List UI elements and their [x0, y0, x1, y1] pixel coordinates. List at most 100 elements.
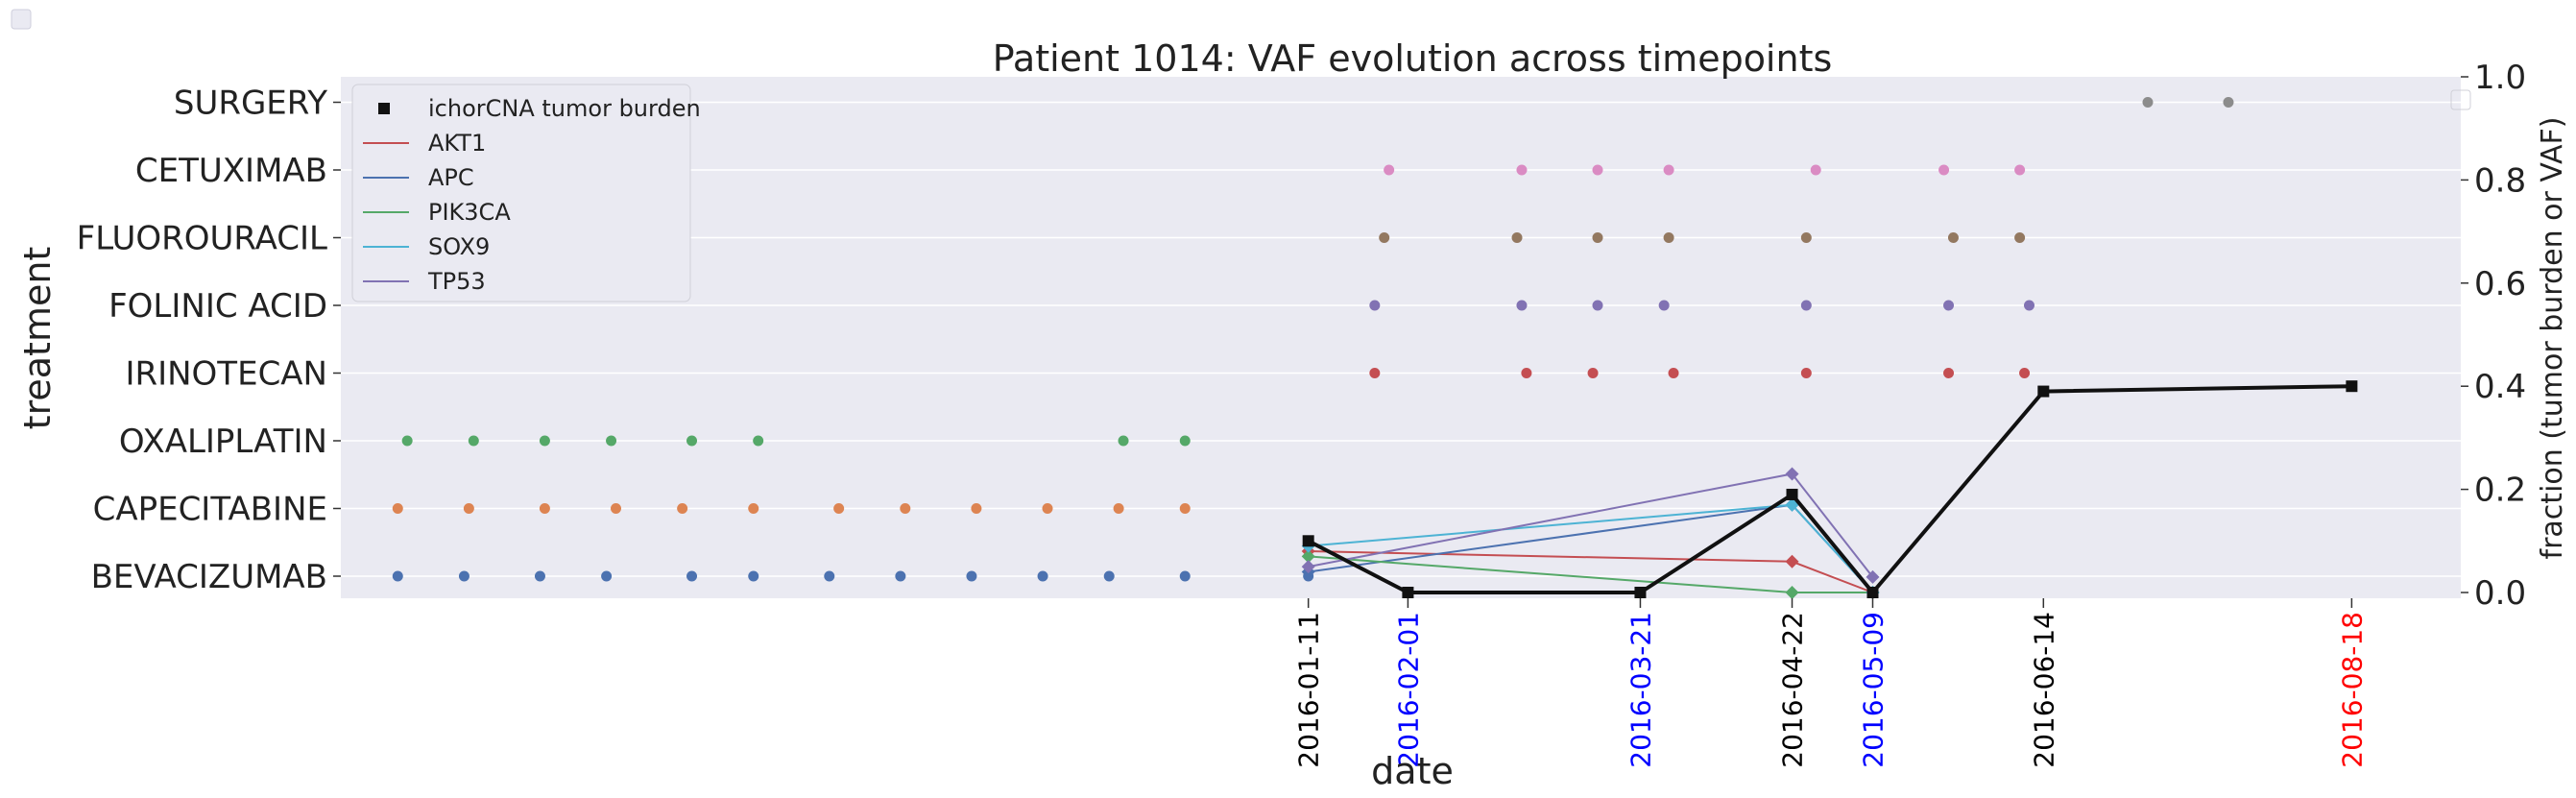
y-axis-label-right: fraction (tumor burden or VAF) [2536, 117, 2569, 560]
treatment-point-folinic-acid [1943, 300, 1955, 311]
treatment-point-fluorouracil [1663, 232, 1674, 243]
treatment-point-cetuximab [1938, 164, 1950, 176]
treatment-point-folinic-acid [2023, 300, 2034, 311]
y-tick-label-surgery: SURGERY [174, 85, 327, 123]
series-point-ichorcna-tumor-burden [1302, 535, 1314, 547]
treatment-point-cetuximab [1592, 164, 1603, 176]
treatment-point-folinic-acid [1592, 300, 1603, 311]
treatment-point-irinotecan [2019, 368, 2031, 378]
treatment-point-oxaliplatin [401, 435, 413, 447]
treatment-point-surgery [2223, 97, 2234, 108]
treatment-point-bevacizumab [1037, 570, 1048, 582]
treatment-point-bevacizumab [748, 570, 759, 582]
treatment-point-oxaliplatin [468, 435, 479, 447]
treatment-axis: BEVACIZUMAB CAPECITABINE OXALIPLATIN IRINOT… [77, 85, 341, 596]
fraction-axis: 0.0 0.2 0.4 0.6 0.8 1.0 [2461, 59, 2526, 613]
vaf-series [1301, 380, 2358, 599]
x-tick-label: 2016-05-09 [1857, 612, 1889, 768]
y-axis-label: treatment [16, 247, 59, 430]
series-point-ichorcna-tumor-burden [2037, 385, 2050, 398]
x-tick-label: 2016-04-22 [1777, 612, 1809, 768]
legend-label-apc: APC [428, 164, 474, 191]
treatment-point-capecitabine [610, 503, 621, 514]
treatment-point-capecitabine [463, 503, 474, 514]
treatment-point-irinotecan [1800, 368, 1812, 378]
legend-label-akt1: AKT1 [428, 130, 486, 157]
series-point-ichorcna-tumor-burden [2346, 380, 2358, 393]
treatment-point-oxaliplatin [1179, 435, 1191, 447]
x-axis-label: date [1371, 750, 1454, 792]
treatment-markers [392, 97, 2234, 582]
treatment-point-capecitabine [1113, 503, 1124, 514]
top-left-checkbox[interactable] [11, 9, 32, 30]
series-point-ichorcna-tumor-burden [1402, 587, 1414, 598]
series-point-tp53 [1866, 569, 1880, 584]
treatment-point-oxaliplatin [606, 435, 617, 447]
treatment-point-fluorouracil [1592, 232, 1603, 243]
series-point-ichorcna-tumor-burden [1786, 488, 1798, 500]
treatment-point-bevacizumab [686, 570, 698, 582]
treatment-point-oxaliplatin [539, 435, 550, 447]
treatment-point-capecitabine [677, 503, 688, 514]
series-point-akt1 [1785, 554, 1799, 568]
y-tick-label-oxaliplatin: OXALIPLATIN [119, 423, 327, 461]
treatment-point-cetuximab [1384, 164, 1395, 176]
y-tick-label-cetuximab: CETUXIMAB [135, 152, 327, 190]
treatment-point-bevacizumab [534, 570, 545, 582]
series-point-ichorcna-tumor-burden [1634, 587, 1647, 598]
empty-legend-box [2450, 89, 2471, 110]
legend-label-sox9: SOX9 [428, 233, 490, 260]
legend-marker-ichorcna-tumor-burden [378, 103, 390, 114]
x-tick-label: 2016-06-14 [2028, 612, 2059, 768]
right-tick-label: 0.2 [2474, 472, 2526, 510]
y-tick-label-irinotecan: IRINOTECAN [125, 355, 327, 394]
treatment-point-fluorouracil [1511, 232, 1523, 243]
series-point-ichorcna-tumor-burden [1866, 587, 1879, 598]
y-tick-label-folinic-acid: FOLINIC ACID [108, 287, 327, 326]
treatment-point-surgery [2142, 97, 2154, 108]
treatment-point-capecitabine [971, 503, 982, 514]
treatment-point-oxaliplatin [753, 435, 764, 447]
treatment-point-fluorouracil [1379, 232, 1390, 243]
treatment-point-folinic-acid [1516, 300, 1528, 311]
treatment-point-irinotecan [1587, 368, 1599, 378]
treatment-point-oxaliplatin [686, 435, 698, 447]
y-tick-label-fluorouracil: FLUOROURACIL [77, 220, 327, 258]
treatment-point-bevacizumab [1179, 570, 1191, 582]
treatment-point-cetuximab [1516, 164, 1528, 176]
treatment-point-folinic-acid [1369, 300, 1381, 311]
right-tick-label: 0.0 [2474, 574, 2526, 613]
x-tick-label: 2016-08-18 [2336, 612, 2368, 768]
treatment-point-capecitabine [392, 503, 403, 514]
legend: ichorCNA tumor burden AKT1 APC PIK3CA SOX9 TP… [351, 84, 701, 302]
treatment-point-capecitabine [748, 503, 759, 514]
y-tick-label-bevacizumab: BEVACIZUMAB [91, 558, 327, 596]
treatment-point-cetuximab [1663, 164, 1674, 176]
treatment-point-irinotecan [1943, 368, 1955, 378]
x-tick-label: 2016-01-11 [1293, 612, 1325, 768]
date-axis: 2016-01-11 2016-02-01 2016-03-21 2016-04-22… [1293, 598, 2368, 768]
treatment-point-bevacizumab [1103, 570, 1115, 582]
right-tick-label: 0.4 [2474, 368, 2526, 406]
treatment-point-folinic-acid [1658, 300, 1670, 311]
treatment-point-capecitabine [539, 503, 550, 514]
treatment-point-irinotecan [1369, 368, 1381, 378]
treatment-point-bevacizumab [601, 570, 613, 582]
legend-label-pik3ca: PIK3CA [428, 199, 511, 226]
treatment-point-cetuximab [1810, 164, 1821, 176]
series-point-pik3ca [1301, 549, 1315, 564]
treatment-point-fluorouracil [1800, 232, 1812, 243]
series-point-pik3ca [1785, 586, 1799, 599]
treatment-point-capecitabine [1179, 503, 1191, 514]
y-tick-label-capecitabine: CAPECITABINE [93, 491, 327, 529]
treatment-point-bevacizumab [458, 570, 469, 582]
legend-label-ichorcna-tumor-burden: ichorCNA tumor burden [428, 95, 701, 122]
treatment-point-bevacizumab [824, 570, 835, 582]
treatment-point-oxaliplatin [1118, 435, 1129, 447]
treatment-point-cetuximab [2014, 164, 2026, 176]
chart-title: Patient 1014: VAF evolution across timep… [993, 37, 1833, 80]
right-tick-label: 0.8 [2474, 161, 2526, 200]
treatment-point-irinotecan [1521, 368, 1532, 378]
treatment-point-bevacizumab [895, 570, 906, 582]
